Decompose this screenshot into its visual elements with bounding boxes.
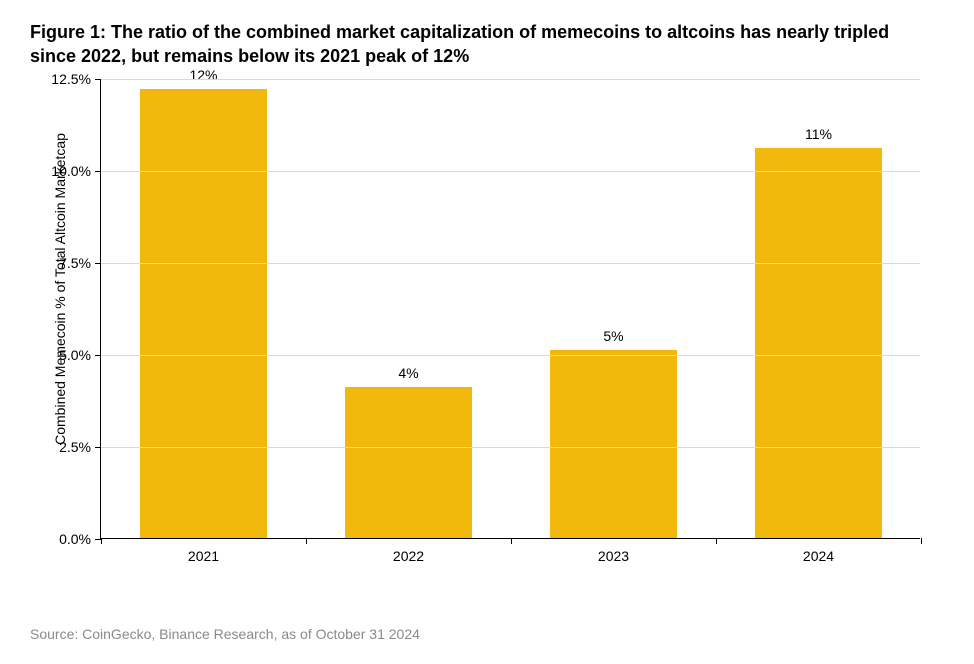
plot-area: 12%4%5%11% 0.0%2.5%5.0%7.5%10.0%12.5%202… <box>100 79 920 539</box>
xtick-mark <box>306 538 307 544</box>
ytick-mark <box>95 447 101 448</box>
ytick-label: 12.5% <box>51 71 91 87</box>
xtick-label: 2022 <box>393 548 424 564</box>
bars-layer: 12% 4% 5% 11% <box>101 79 920 538</box>
bar: 11% <box>755 148 882 538</box>
xtick-mark <box>511 538 512 544</box>
xtick-label: 2024 <box>803 548 834 564</box>
xtick-mark <box>921 538 922 544</box>
gridline <box>101 171 920 172</box>
ytick-mark <box>95 171 101 172</box>
ytick-label: 0.0% <box>59 531 91 547</box>
bar: 12% <box>140 89 267 538</box>
ytick-label: 2.5% <box>59 439 91 455</box>
bar-value-label: 11% <box>755 126 882 142</box>
bar: 4% <box>345 387 472 538</box>
bar-value-label: 12% <box>140 67 267 83</box>
xtick-mark <box>101 538 102 544</box>
ytick-mark <box>95 263 101 264</box>
gridline <box>101 263 920 264</box>
bar-value-label: 5% <box>550 328 677 344</box>
ytick-label: 5.0% <box>59 347 91 363</box>
chart-container: Combined Memecoin % of Total Altcoin Mar… <box>100 79 944 539</box>
xtick-label: 2021 <box>188 548 219 564</box>
xtick-label: 2023 <box>598 548 629 564</box>
bar: 5% <box>550 350 677 538</box>
gridline <box>101 355 920 356</box>
xtick-mark <box>716 538 717 544</box>
source-caption: Source: CoinGecko, Binance Research, as … <box>30 626 420 642</box>
ytick-mark <box>95 355 101 356</box>
ytick-label: 7.5% <box>59 255 91 271</box>
gridline <box>101 447 920 448</box>
chart-title: Figure 1: The ratio of the combined mark… <box>30 20 910 69</box>
ytick-label: 10.0% <box>51 163 91 179</box>
bar-value-label: 4% <box>345 365 472 381</box>
ytick-mark <box>95 79 101 80</box>
gridline <box>101 79 920 80</box>
